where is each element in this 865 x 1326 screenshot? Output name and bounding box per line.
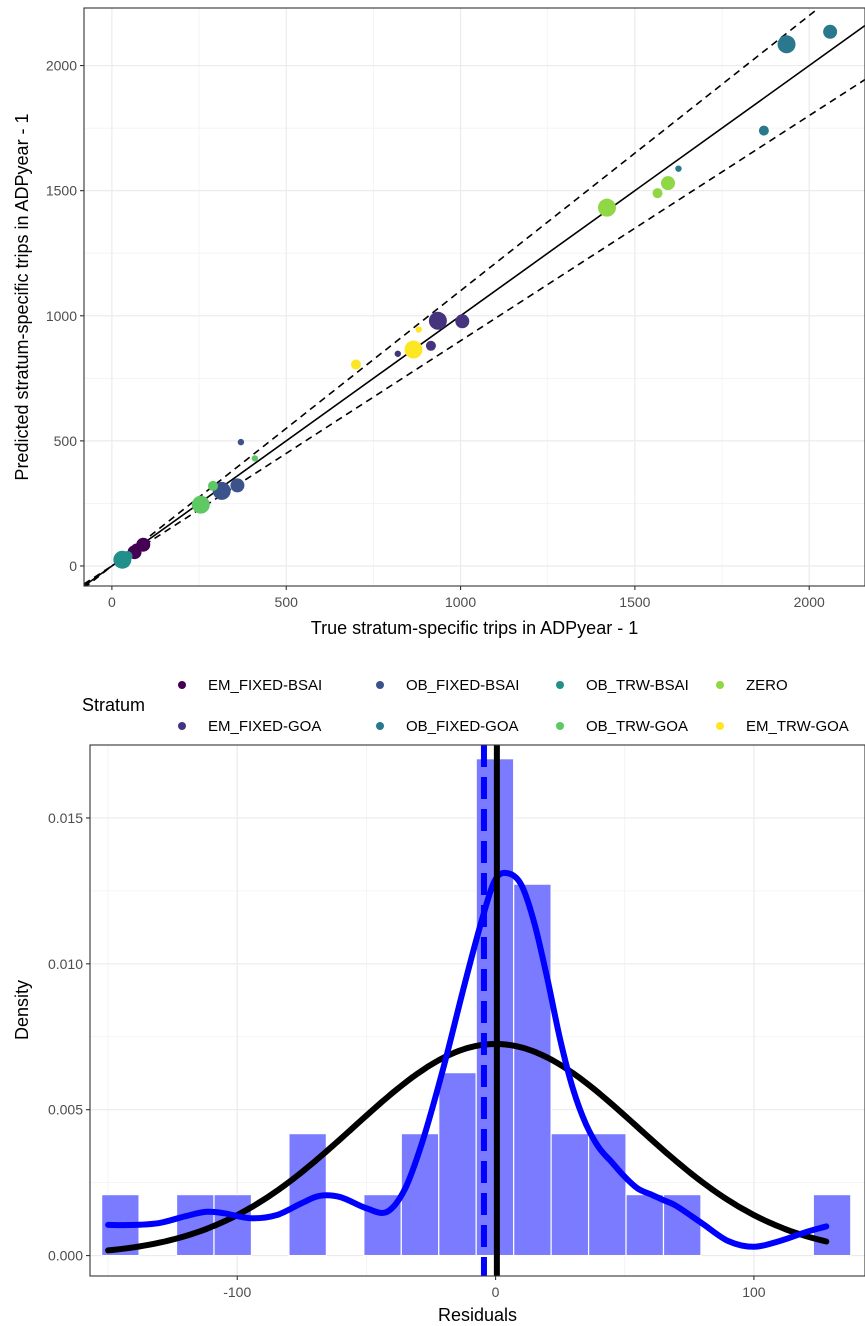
legend: Stratum EM_FIXED-BSAI OB_FIXED-BSAI OB_TRW… <box>82 677 849 735</box>
scatter-panel: 0 500 1000 1500 2000 0 500 1000 1500 2000 True s… <box>12 7 865 638</box>
histogram-bar <box>175 1193 215 1257</box>
legend-items: EM_FIXED-BSAI OB_FIXED-BSAI OB_TRW-BSAI ZER… <box>178 677 849 735</box>
legend-label: OB_FIXED-GOA <box>406 718 519 735</box>
histogram-x-tick-label: 0 <box>492 1284 500 1300</box>
legend-key <box>716 722 724 730</box>
scatter-y-tick-label: 2000 <box>46 58 77 74</box>
scatter-point <box>230 478 245 493</box>
histogram-y-tick-label: 0.000 <box>48 1248 83 1264</box>
scatter-point <box>415 326 422 333</box>
dashed-reference-line <box>84 78 865 585</box>
histogram-bar <box>513 883 552 1257</box>
scatter-points <box>113 24 838 569</box>
legend-key <box>376 681 384 689</box>
scatter-point <box>404 340 423 359</box>
scatter-x-axis-title: True stratum-specific trips in ADPyear -… <box>311 618 638 638</box>
histogram-y-tick-label: 0.015 <box>48 810 83 826</box>
scatter-gridlines <box>84 8 865 586</box>
histogram-bar <box>812 1193 852 1257</box>
scatter-point <box>758 125 769 136</box>
legend-key <box>178 681 186 689</box>
legend-key <box>178 722 186 730</box>
scatter-x-tick-label: 500 <box>275 594 299 610</box>
scatter-point <box>597 198 616 217</box>
scatter-plot-border <box>83 7 865 587</box>
scatter-point <box>675 165 682 172</box>
histogram-bar <box>438 1072 477 1257</box>
legend-label: OB_TRW-BSAI <box>586 677 689 694</box>
histogram-y-ticks: 0.000 0.005 0.010 0.015 <box>48 810 90 1264</box>
scatter-point <box>191 495 210 514</box>
scatter-point <box>237 438 245 446</box>
scatter-point <box>425 340 436 351</box>
scatter-x-tick-label: 1000 <box>445 594 476 610</box>
legend-label: EM_FIXED-BSAI <box>208 677 322 694</box>
histogram-vertical-lines <box>480 745 500 1276</box>
scatter-point <box>350 359 361 370</box>
scatter-point <box>777 35 796 54</box>
scatter-point <box>394 350 401 357</box>
normal-density-curve <box>105 1041 830 1254</box>
scatter-x-tick-label: 0 <box>108 594 116 610</box>
legend-label: ZERO <box>746 677 788 694</box>
histogram-y-tick-label: 0.005 <box>48 1102 83 1118</box>
scatter-x-ticks: 0 500 1000 1500 2000 <box>108 586 825 610</box>
legend-label: EM_TRW-GOA <box>746 718 849 735</box>
histogram-curves <box>105 869 830 1254</box>
scatter-point <box>823 24 838 39</box>
histogram-plot-border <box>89 744 865 1277</box>
scatter-point <box>208 480 219 491</box>
scatter-point <box>428 311 447 330</box>
legend-key <box>556 681 564 689</box>
scatter-y-tick-label: 1500 <box>46 183 77 199</box>
legend-key <box>716 681 724 689</box>
scatter-y-tick-label: 0 <box>69 558 77 574</box>
scatter-x-tick-label: 1500 <box>619 594 650 610</box>
scatter-point <box>661 176 676 191</box>
histogram-y-axis-title: Density <box>12 980 32 1040</box>
legend-label: EM_FIXED-GOA <box>208 718 321 735</box>
histogram-x-ticks: -100 0 100 <box>223 1276 766 1300</box>
histogram-bar <box>587 1133 627 1257</box>
scatter-point <box>455 314 470 329</box>
scatter-y-tick-label: 1000 <box>46 308 77 324</box>
legend-label: OB_FIXED-BSAI <box>406 677 519 694</box>
dashed-reference-line <box>85 8 821 586</box>
scatter-point <box>251 455 259 462</box>
kernel-density-curve <box>105 869 830 1250</box>
scatter-x-tick-label: 2000 <box>794 594 825 610</box>
legend-key <box>556 722 564 730</box>
scatter-point <box>122 550 133 561</box>
scatter-point <box>652 188 663 199</box>
histogram-x-tick-label: 100 <box>742 1284 766 1300</box>
scatter-y-tick-label: 500 <box>54 433 78 449</box>
scatter-y-axis-title: Predicted stratum-specific trips in ADPy… <box>12 113 32 480</box>
histogram-bar <box>550 1133 590 1257</box>
histogram-x-axis-title: Residuals <box>438 1305 517 1325</box>
scatter-y-ticks: 0 500 1000 1500 2000 <box>46 58 84 574</box>
legend-title: Stratum <box>82 695 145 715</box>
legend-label: OB_TRW-GOA <box>586 718 688 735</box>
histogram-bar <box>625 1193 665 1257</box>
scatter-point <box>131 543 142 554</box>
histogram-x-tick-label: -100 <box>223 1284 251 1300</box>
histogram-y-tick-label: 0.010 <box>48 956 83 972</box>
legend-key <box>376 722 384 730</box>
